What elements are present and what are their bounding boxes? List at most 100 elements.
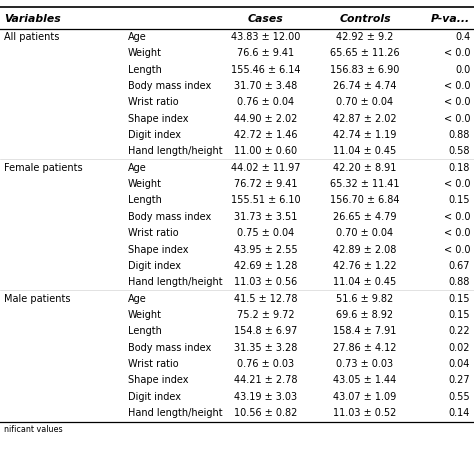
Text: Shape index: Shape index [128,375,189,385]
Text: All patients: All patients [4,32,59,42]
Text: < 0.0: < 0.0 [444,179,470,189]
Text: Variables: Variables [4,14,61,24]
Text: Weight: Weight [128,179,162,189]
Text: 0.75 ± 0.04: 0.75 ± 0.04 [237,228,294,238]
Text: Weight: Weight [128,48,162,58]
Text: 155.46 ± 6.14: 155.46 ± 6.14 [231,64,300,74]
Text: 0.55: 0.55 [448,392,470,401]
Text: Body mass index: Body mass index [128,343,211,353]
Text: Wrist ratio: Wrist ratio [128,228,179,238]
Text: 156.70 ± 6.84: 156.70 ± 6.84 [330,195,400,205]
Text: 0.15: 0.15 [449,293,470,303]
Text: 42.74 ± 1.19: 42.74 ± 1.19 [333,130,397,140]
Text: 0.27: 0.27 [448,375,470,385]
Text: Age: Age [128,32,147,42]
Text: 11.00 ± 0.60: 11.00 ± 0.60 [234,146,297,156]
Text: Wrist ratio: Wrist ratio [128,359,179,369]
Text: 0.0: 0.0 [455,64,470,74]
Text: Digit index: Digit index [128,130,181,140]
Text: 76.72 ± 9.41: 76.72 ± 9.41 [234,179,297,189]
Text: 43.95 ± 2.55: 43.95 ± 2.55 [234,245,297,255]
Text: 65.32 ± 11.41: 65.32 ± 11.41 [330,179,400,189]
Text: 42.89 ± 2.08: 42.89 ± 2.08 [333,245,397,255]
Text: 0.18: 0.18 [449,163,470,173]
Text: Length: Length [128,64,162,74]
Text: 0.70 ± 0.04: 0.70 ± 0.04 [337,97,393,107]
Text: < 0.0: < 0.0 [444,97,470,107]
Text: 42.20 ± 8.91: 42.20 ± 8.91 [333,163,397,173]
Text: Shape index: Shape index [128,114,189,124]
Text: < 0.0: < 0.0 [444,81,470,91]
Text: 156.83 ± 6.90: 156.83 ± 6.90 [330,64,400,74]
Text: Cases: Cases [247,14,283,24]
Text: 158.4 ± 7.91: 158.4 ± 7.91 [333,326,397,336]
Text: 26.65 ± 4.79: 26.65 ± 4.79 [333,212,397,222]
Text: 44.21 ± 2.78: 44.21 ± 2.78 [234,375,297,385]
Text: Shape index: Shape index [128,245,189,255]
Text: Hand length/height: Hand length/height [128,146,223,156]
Text: 0.67: 0.67 [449,261,470,271]
Text: 0.15: 0.15 [449,310,470,320]
Text: 0.76 ± 0.04: 0.76 ± 0.04 [237,97,294,107]
Text: 0.4: 0.4 [455,32,470,42]
Text: 27.86 ± 4.12: 27.86 ± 4.12 [333,343,397,353]
Text: 26.74 ± 4.74: 26.74 ± 4.74 [333,81,397,91]
Text: 0.58: 0.58 [449,146,470,156]
Text: 75.2 ± 9.72: 75.2 ± 9.72 [237,310,294,320]
Text: 11.04 ± 0.45: 11.04 ± 0.45 [333,277,397,287]
Text: P-va...: P-va... [431,14,470,24]
Text: 31.70 ± 3.48: 31.70 ± 3.48 [234,81,297,91]
Text: 0.88: 0.88 [449,130,470,140]
Text: 76.6 ± 9.41: 76.6 ± 9.41 [237,48,294,58]
Text: 11.03 ± 0.52: 11.03 ± 0.52 [333,408,397,418]
Text: 43.07 ± 1.09: 43.07 ± 1.09 [333,392,397,401]
Text: Digit index: Digit index [128,392,181,401]
Text: Age: Age [128,163,147,173]
Text: 31.35 ± 3.28: 31.35 ± 3.28 [234,343,297,353]
Text: Hand length/height: Hand length/height [128,408,223,418]
Text: 31.73 ± 3.51: 31.73 ± 3.51 [234,212,297,222]
Text: 42.87 ± 2.02: 42.87 ± 2.02 [333,114,397,124]
Text: Body mass index: Body mass index [128,212,211,222]
Text: 0.02: 0.02 [449,343,470,353]
Text: 0.76 ± 0.03: 0.76 ± 0.03 [237,359,294,369]
Text: Body mass index: Body mass index [128,81,211,91]
Text: Length: Length [128,195,162,205]
Text: Age: Age [128,293,147,303]
Text: 0.04: 0.04 [449,359,470,369]
Text: 10.56 ± 0.82: 10.56 ± 0.82 [234,408,297,418]
Text: 0.73 ± 0.03: 0.73 ± 0.03 [337,359,393,369]
Text: < 0.0: < 0.0 [444,228,470,238]
Text: 44.90 ± 2.02: 44.90 ± 2.02 [234,114,297,124]
Text: 0.22: 0.22 [448,326,470,336]
Text: 41.5 ± 12.78: 41.5 ± 12.78 [234,293,297,303]
Text: 11.04 ± 0.45: 11.04 ± 0.45 [333,146,397,156]
Text: < 0.0: < 0.0 [444,245,470,255]
Text: 42.72 ± 1.46: 42.72 ± 1.46 [234,130,297,140]
Text: Hand length/height: Hand length/height [128,277,223,287]
Text: nificant values: nificant values [4,425,63,434]
Text: 69.6 ± 8.92: 69.6 ± 8.92 [337,310,393,320]
Text: 42.76 ± 1.22: 42.76 ± 1.22 [333,261,397,271]
Text: 0.15: 0.15 [449,195,470,205]
Text: 154.8 ± 6.97: 154.8 ± 6.97 [234,326,297,336]
Text: < 0.0: < 0.0 [444,114,470,124]
Text: 155.51 ± 6.10: 155.51 ± 6.10 [231,195,300,205]
Text: Digit index: Digit index [128,261,181,271]
Text: Female patients: Female patients [4,163,82,173]
Text: < 0.0: < 0.0 [444,212,470,222]
Text: 43.05 ± 1.44: 43.05 ± 1.44 [333,375,397,385]
Text: 0.70 ± 0.04: 0.70 ± 0.04 [337,228,393,238]
Text: 42.92 ± 9.2: 42.92 ± 9.2 [336,32,394,42]
Text: 42.69 ± 1.28: 42.69 ± 1.28 [234,261,297,271]
Text: Controls: Controls [339,14,391,24]
Text: 43.19 ± 3.03: 43.19 ± 3.03 [234,392,297,401]
Text: Male patients: Male patients [4,293,70,303]
Text: 51.6 ± 9.82: 51.6 ± 9.82 [337,293,393,303]
Text: 43.83 ± 12.00: 43.83 ± 12.00 [231,32,300,42]
Text: Length: Length [128,326,162,336]
Text: Wrist ratio: Wrist ratio [128,97,179,107]
Text: 11.03 ± 0.56: 11.03 ± 0.56 [234,277,297,287]
Text: 65.65 ± 11.26: 65.65 ± 11.26 [330,48,400,58]
Text: 44.02 ± 11.97: 44.02 ± 11.97 [231,163,300,173]
